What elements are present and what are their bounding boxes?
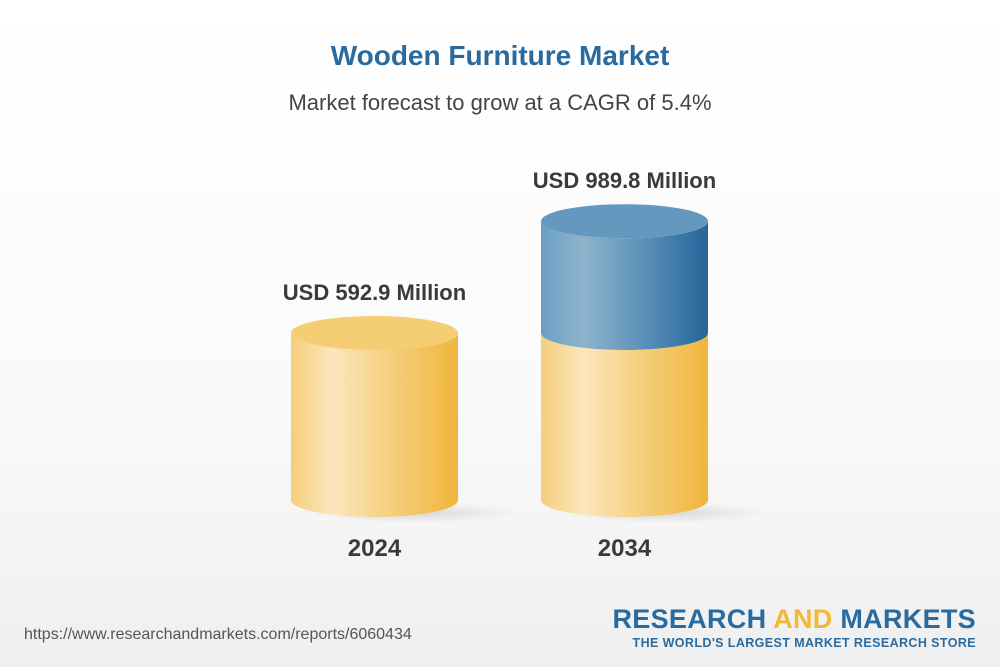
chart-subtitle: Market forecast to grow at a CAGR of 5.4… [288, 90, 712, 115]
bar-growth-2034 [541, 221, 708, 350]
data-label: USD 592.9 Million [283, 280, 466, 305]
category-label: 2034 [598, 535, 652, 562]
bar-2024 [291, 333, 459, 517]
data-label: USD 989.8 Million [533, 168, 716, 193]
bar-base-2034 [541, 333, 708, 517]
category-label: 2024 [348, 535, 402, 562]
source-url[interactable]: https://www.researchandmarkets.com/repor… [24, 626, 412, 643]
chart-title: Wooden Furniture Market [330, 40, 670, 71]
bar-top-2034 [541, 204, 708, 239]
bar-top-2024 [291, 316, 458, 350]
logo: RESEARCH AND MARKETS THE WORLD'S LARGEST… [612, 604, 976, 650]
